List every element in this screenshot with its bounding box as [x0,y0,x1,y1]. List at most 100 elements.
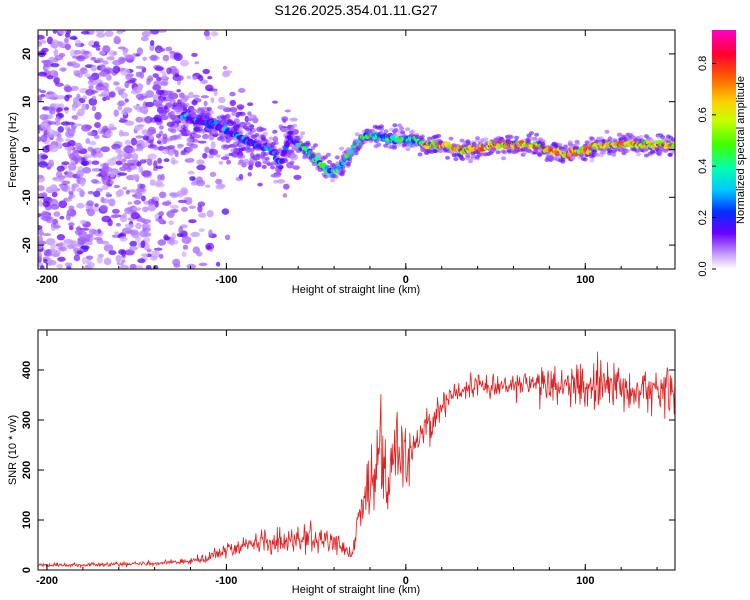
spectrogram-noise-blob [112,51,118,56]
spectrogram-noise-blob [108,123,115,129]
spectrogram-noise-blob [110,214,120,219]
spectrogram-noise-blob [177,199,188,204]
spectrogram-noise-blob [91,95,97,100]
spectrogram-noise-blob [56,263,64,269]
spectrogram-noise-blob [194,61,200,65]
snr-ytick-label: 400 [21,361,33,379]
spectrogram-halo [292,123,298,128]
spectrogram-noise-blob [38,94,43,102]
spectrogram-noise-blob [78,230,88,239]
spectrogram-noise-blob [68,225,74,231]
spectrogram-noise-blob [208,154,214,159]
spectrogram-noise-blob [90,56,97,61]
spectrogram-noise-blob [165,46,173,52]
spectrogram-noise-blob [174,73,180,78]
colorbar-gradient [712,30,736,269]
spectrogram-noise-blob [115,190,122,198]
spectrogram-noise-blob [98,93,107,97]
spectrogram-noise-blob [158,211,165,217]
spectrogram-noise-blob [58,200,68,209]
spectrogram-halo [611,152,617,157]
spectrogram-noise-blob [176,143,183,149]
spectrogram-noise-blob [84,241,93,246]
spectrogram-noise-blob [57,41,66,48]
spectrogram-noise-blob [58,246,67,252]
spectrogram-halo [270,165,275,170]
spectrogram-noise-blob [124,54,134,60]
spectrogram-noise-blob [113,109,119,117]
spectrogram-noise-blob [191,99,198,106]
spectrogram-noise-blob [40,265,45,269]
spectrogram-noise-blob [172,134,181,138]
spectrogram-noise-blob [97,228,102,234]
snr-frame [37,329,676,571]
spectrogram-noise-blob [209,171,217,178]
spectrogram-noise-blob [158,125,164,130]
spectrogram-noise-blob [204,84,214,92]
spectrogram-noise-blob [173,52,179,59]
spectrogram-noise-blob [115,254,122,263]
spectrogram-noise-blob [231,111,237,116]
spectrogram-noise-blob [196,164,206,171]
spectrogram-noise-blob [122,47,129,53]
spectrogram-noise-blob [202,68,210,75]
spectrogram-halo [537,152,543,157]
spectrogram-halo [594,152,600,157]
spectrogram-halo [575,141,581,146]
spectrogram-noise-blob [273,179,279,184]
spectrogram-noise-blob [102,96,107,102]
spectrogram-noise-blob [153,160,158,168]
spectrogram-halo [245,127,251,132]
spectrogram-halo [582,157,588,162]
spectrogram-noise-blob [52,225,62,229]
spectrogram-noise-blob [105,191,111,198]
spectrogram-halo [290,126,296,131]
spectrogram-halo [379,127,385,132]
spectrogram-halo [289,160,295,165]
spectrogram-noise-blob [87,262,96,268]
spectrogram-halo [448,136,454,141]
spectrogram-noise-blob [182,244,189,250]
spectrogram-noise-blob [47,129,56,136]
spectrogram-noise-blob [124,120,135,126]
spectrogram-ylabel: Frequency (Hz) [7,112,19,188]
spectrogram-noise-blob [152,73,159,78]
spectrogram-halo [563,144,568,149]
spectrogram-noise-blob [130,212,140,220]
spectrogram-halo [607,136,613,141]
spectrogram-noise-blob [149,43,155,52]
spectrogram-noise-blob [181,236,192,244]
spectrogram-noise-blob [50,62,60,68]
spectrogram-halo [391,143,397,148]
spectrogram-halo [528,131,534,136]
spectrogram-ytick-label: -10 [21,189,33,205]
spectrogram-noise-blob [113,81,120,86]
spectrogram-noise-blob [102,162,110,170]
spectrogram-halo [459,138,465,143]
spectrogram-noise-blob [206,210,214,218]
spectrogram-noise-blob [254,161,262,168]
spectrogram-noise-blob [102,86,108,91]
spectrogram-noise-blob [115,86,122,92]
spectrogram-noise-blob [53,70,59,79]
spectrogram-noise-blob [96,82,103,88]
spectrogram-noise-blob [87,131,96,137]
spectrogram-noise-blob [282,193,288,198]
spectrogram-halo [379,124,384,129]
spectrogram-noise-blob [154,100,163,105]
spectrogram-noise-blob [100,196,105,203]
spectrogram-noise-blob [45,66,51,70]
spectrogram-noise-blob [130,137,137,146]
spectrogram-noise-blob [38,231,44,236]
spectrogram-noise-blob [149,30,157,35]
spectrogram-noise-blob [102,45,111,54]
spectrogram-halo [182,126,188,131]
spectrogram-noise-blob [133,200,142,205]
spectrogram-noise-blob [120,92,128,99]
spectrogram-noise-blob [94,203,99,208]
spectrogram-halo [261,137,267,142]
spectrogram-halo [192,130,198,135]
spectrogram-noise-blob [113,231,120,236]
spectrogram-noise-blob [76,170,85,178]
